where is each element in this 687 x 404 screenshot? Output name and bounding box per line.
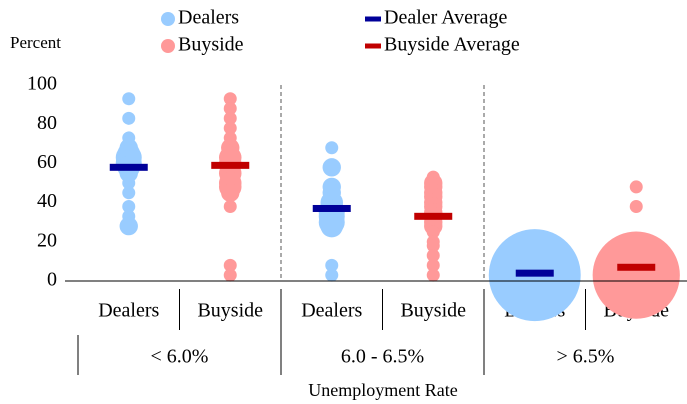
legend-marker [161, 12, 175, 26]
legend-label: Dealers [178, 7, 239, 29]
dot [592, 231, 680, 319]
dot [119, 216, 138, 236]
legend-marker [365, 16, 381, 22]
dot [426, 239, 440, 253]
dot [221, 183, 240, 202]
dot [122, 92, 136, 106]
dot [325, 141, 339, 155]
average-bar [109, 163, 148, 171]
group-label: < 6.0% [151, 346, 209, 368]
dot [426, 268, 440, 282]
dot [122, 176, 136, 190]
dot [122, 186, 136, 200]
legend-marker [161, 39, 175, 53]
legend-label: Buyside Average [384, 34, 520, 56]
dot [629, 200, 643, 214]
dot [223, 258, 237, 272]
dot [325, 258, 339, 272]
average-bar [515, 269, 554, 277]
y-tick-label: 60 [37, 151, 57, 173]
y-tick-label: 100 [27, 73, 57, 95]
x-tick-label: Buyside [197, 300, 263, 322]
legend-label: Dealer Average [384, 7, 508, 29]
group-label: 6.0 - 6.5% [341, 346, 424, 368]
dot [629, 180, 643, 194]
dot [223, 121, 237, 135]
dot [223, 200, 237, 214]
dot [320, 214, 344, 238]
dot [322, 158, 341, 177]
average-bar [312, 204, 351, 212]
dot [426, 258, 440, 272]
dot [223, 102, 237, 116]
y-tick-label: 20 [37, 229, 57, 251]
dot [325, 268, 339, 282]
x-axis-label: Unemployment Rate [308, 380, 457, 400]
y-axis-label: Percent [10, 33, 61, 52]
dot [223, 92, 237, 106]
legend-label: Buyside [178, 34, 244, 56]
dot [426, 225, 440, 239]
x-tick-label: Dealers [98, 300, 159, 322]
average-bar [414, 212, 453, 220]
x-tick-label: Buyside [400, 300, 466, 322]
y-tick-label: 80 [37, 112, 57, 134]
dot [223, 268, 237, 282]
dot [426, 249, 440, 263]
dot [223, 111, 237, 125]
group-label: > 6.5% [557, 346, 615, 368]
x-tick-label: Dealers [301, 300, 362, 322]
average-bar [617, 263, 656, 271]
dot [122, 200, 136, 214]
y-tick-label: 0 [47, 269, 57, 291]
legend-marker [365, 43, 381, 49]
y-tick-label: 40 [37, 190, 57, 212]
dot [122, 111, 136, 125]
average-bar [211, 161, 250, 169]
